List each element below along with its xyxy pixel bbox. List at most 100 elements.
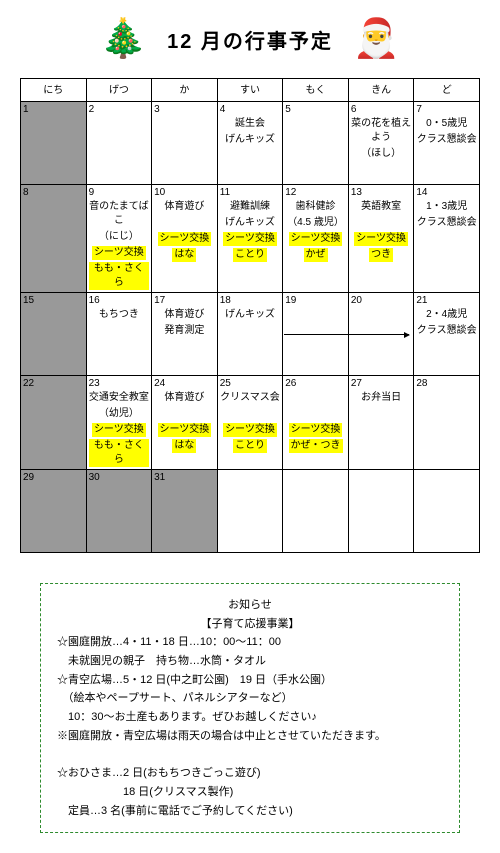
- event-highlight: もも・さくら: [89, 439, 150, 467]
- event: 発育測定: [154, 324, 215, 338]
- notice-line: ☆園庭開放…4・11・18 日…10：00～11：00: [57, 633, 443, 652]
- day-number: 8: [23, 187, 84, 198]
- weekday-header: もく: [283, 79, 349, 102]
- event-list: お弁当日: [351, 391, 412, 405]
- event: ことり: [220, 248, 281, 262]
- notice-line: [57, 746, 443, 765]
- event: クラス懇談会: [416, 133, 477, 147]
- weekday-header: きん: [348, 79, 414, 102]
- event: クリスマス会: [220, 391, 281, 405]
- event: はな: [154, 439, 215, 453]
- notice-subtitle: 【子育て応援事業】: [57, 615, 443, 634]
- event-list: 体育遊び シーツ交換はな: [154, 200, 215, 262]
- event-highlight: シーツ交換: [158, 423, 212, 437]
- day-number: 4: [220, 104, 281, 115]
- event: シーツ交換: [154, 232, 215, 246]
- day-number: 18: [220, 295, 281, 306]
- event: シーツ交換: [220, 423, 281, 437]
- event-highlight: もも・さくら: [89, 262, 150, 290]
- calendar-cell: 9音のたまてばこ（にじ）シーツ交換もも・さくら: [86, 185, 152, 293]
- event-list: 歯科健診（4.5 歳児）シーツ交換かぜ: [285, 200, 346, 262]
- day-number: 21: [416, 295, 477, 306]
- event-highlight: ことり: [233, 439, 267, 453]
- calendar-cell: 11 避難訓練げんキッズシーツ交換ことり: [217, 185, 283, 293]
- calendar-table: にちげつかすいもくきんど 1234誕生会げんキッズ56菜の花を植えよう（ほし）7…: [20, 78, 480, 553]
- event: シーツ交換: [154, 423, 215, 437]
- header: 🎄 12 月の行事予定 🎅: [20, 20, 480, 58]
- notice-box: お知らせ 【子育て応援事業】 ☆園庭開放…4・11・18 日…10：00～11：…: [40, 583, 460, 833]
- calendar-cell: 141・3歳児クラス懇談会: [414, 185, 480, 293]
- event-highlight: シーツ交換: [289, 232, 343, 246]
- calendar-cell: 7 0・5歳児クラス懇談会: [414, 102, 480, 185]
- event: はな: [154, 248, 215, 262]
- notice-line: （絵本やペープサート、パネルシアターなど）: [57, 689, 443, 708]
- calendar-cell: 29: [21, 470, 87, 553]
- event: 音のたまてばこ: [89, 200, 150, 228]
- calendar-cell: 24体育遊び シーツ交換はな: [152, 376, 218, 470]
- calendar-cell: [217, 470, 283, 553]
- day-number: 5: [285, 104, 346, 115]
- notice-line: 10：30～お土産もあります。ぜひお越しください♪: [57, 708, 443, 727]
- notice-title: お知らせ: [57, 596, 443, 615]
- event: 体育遊び: [154, 308, 215, 322]
- calendar-cell: 30: [86, 470, 152, 553]
- calendar-cell: 17 体育遊び発育測定: [152, 293, 218, 376]
- event-list: もちつき: [89, 308, 150, 322]
- day-number: 12: [285, 187, 346, 198]
- event-highlight: かぜ: [304, 248, 328, 262]
- event: 0・5歳児: [416, 117, 477, 131]
- tree-icon: 🎄: [100, 20, 147, 58]
- calendar-cell: 31: [152, 470, 218, 553]
- event: 避難訓練: [220, 200, 281, 214]
- calendar-cell: 1: [21, 102, 87, 185]
- day-number: 17: [154, 295, 215, 306]
- page-title: 12 月の行事予定: [167, 25, 333, 54]
- calendar-cell: 16もちつき: [86, 293, 152, 376]
- santa-icon: 🎅: [353, 20, 400, 58]
- event-list: 誕生会げんキッズ: [220, 117, 281, 147]
- day-number: 7: [416, 104, 477, 115]
- calendar-cell: 15: [21, 293, 87, 376]
- day-number: 13: [351, 187, 412, 198]
- notice-line: ☆青空広場…5・12 日(中之町公園) 19 日（手水公園）: [57, 671, 443, 690]
- event: げんキッズ: [220, 216, 281, 230]
- event: （にじ）: [89, 230, 150, 244]
- day-number: 29: [23, 472, 84, 483]
- calendar-cell: 23交通安全教室（幼児）シーツ交換もも・さくら: [86, 376, 152, 470]
- calendar-cell: 4 誕生会げんキッズ: [217, 102, 283, 185]
- day-number: 11: [220, 187, 281, 198]
- calendar-cell: 25 クリスマス会 シーツ交換ことり: [217, 376, 283, 470]
- day-number: 2: [89, 104, 150, 115]
- event: シーツ交換: [285, 423, 346, 437]
- day-number: 31: [154, 472, 215, 483]
- event: げんキッズ: [220, 308, 281, 322]
- day-number: 26: [285, 378, 346, 389]
- event-list: 1・3歳児クラス懇談会: [416, 200, 477, 230]
- event: 誕生会: [220, 117, 281, 131]
- event-highlight: かぜ・つき: [289, 439, 343, 453]
- event: シーツ交換: [220, 232, 281, 246]
- event: かぜ: [285, 248, 346, 262]
- event: （幼児）: [89, 407, 150, 421]
- day-number: 25: [220, 378, 281, 389]
- event: 交通安全教室: [89, 391, 150, 405]
- event: [285, 391, 346, 405]
- event-list: げんキッズ: [220, 308, 281, 322]
- weekday-header: にち: [21, 79, 87, 102]
- event: ことり: [220, 439, 281, 453]
- event: 1・3歳児: [416, 200, 477, 214]
- notice-line: 未就園児の親子 持ち物…水筒・タオル: [57, 652, 443, 671]
- event: かぜ・つき: [285, 439, 346, 453]
- event: もも・さくら: [89, 262, 150, 290]
- event: つき: [351, 248, 412, 262]
- event-list: 2・4歳児クラス懇談会: [416, 308, 477, 338]
- day-number: 28: [416, 378, 477, 389]
- event: [285, 407, 346, 421]
- event-list: 音のたまてばこ（にじ）シーツ交換もも・さくら: [89, 200, 150, 290]
- event: [154, 407, 215, 421]
- calendar-cell: 26 シーツ交換かぜ・つき: [283, 376, 349, 470]
- day-number: 3: [154, 104, 215, 115]
- event: 歯科健診: [285, 200, 346, 214]
- day-number: 9: [89, 187, 150, 198]
- event-list: 体育遊び発育測定: [154, 308, 215, 338]
